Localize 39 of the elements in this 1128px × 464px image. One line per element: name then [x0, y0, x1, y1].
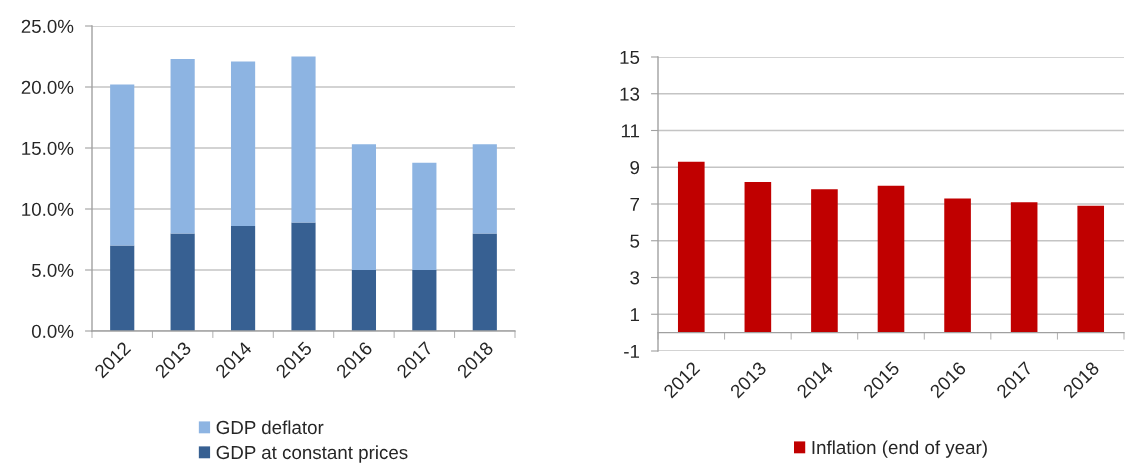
y-tick-label: 25.0%	[21, 19, 74, 33]
bar	[110, 245, 135, 331]
y-tick-label: 20.0%	[21, 80, 74, 94]
y-tick-label: 5	[630, 234, 640, 248]
bar	[744, 181, 772, 333]
bar	[291, 56, 316, 223]
bar	[170, 233, 195, 331]
bar	[351, 144, 377, 270]
bar	[230, 226, 256, 331]
y-tick-label: 10.0%	[22, 202, 74, 216]
y-tick-label: 15.0%	[22, 141, 74, 155]
bar	[412, 270, 437, 331]
bar	[472, 233, 497, 331]
bar	[110, 84, 135, 246]
legend-label: GDP deflator	[216, 420, 324, 435]
bar	[351, 270, 377, 331]
bar	[170, 58, 195, 234]
legend-label: GDP at constant prices	[216, 445, 408, 463]
y-tick-label: 3	[630, 271, 640, 285]
bar	[230, 61, 256, 227]
y-tick-label: 9	[630, 160, 640, 175]
y-tick-label: -1	[624, 344, 640, 358]
y-tick-label: 5.0%	[31, 263, 74, 277]
bar	[1010, 202, 1038, 333]
y-tick-label: 7	[630, 197, 639, 211]
bar	[944, 198, 971, 333]
bar	[472, 144, 497, 234]
y-tick-label: 0.0%	[31, 324, 74, 338]
bar	[291, 222, 316, 331]
y-tick-label: 15	[620, 50, 640, 64]
legend-label: Inflation (end of year)	[812, 440, 987, 458]
bar	[877, 185, 905, 333]
y-tick-label: 1	[630, 308, 640, 322]
bar	[811, 189, 838, 333]
y-tick-label: 11	[621, 124, 640, 138]
bar	[677, 161, 705, 333]
y-tick-label: 13	[620, 87, 640, 101]
bar	[1077, 205, 1105, 333]
bar	[412, 162, 437, 270]
